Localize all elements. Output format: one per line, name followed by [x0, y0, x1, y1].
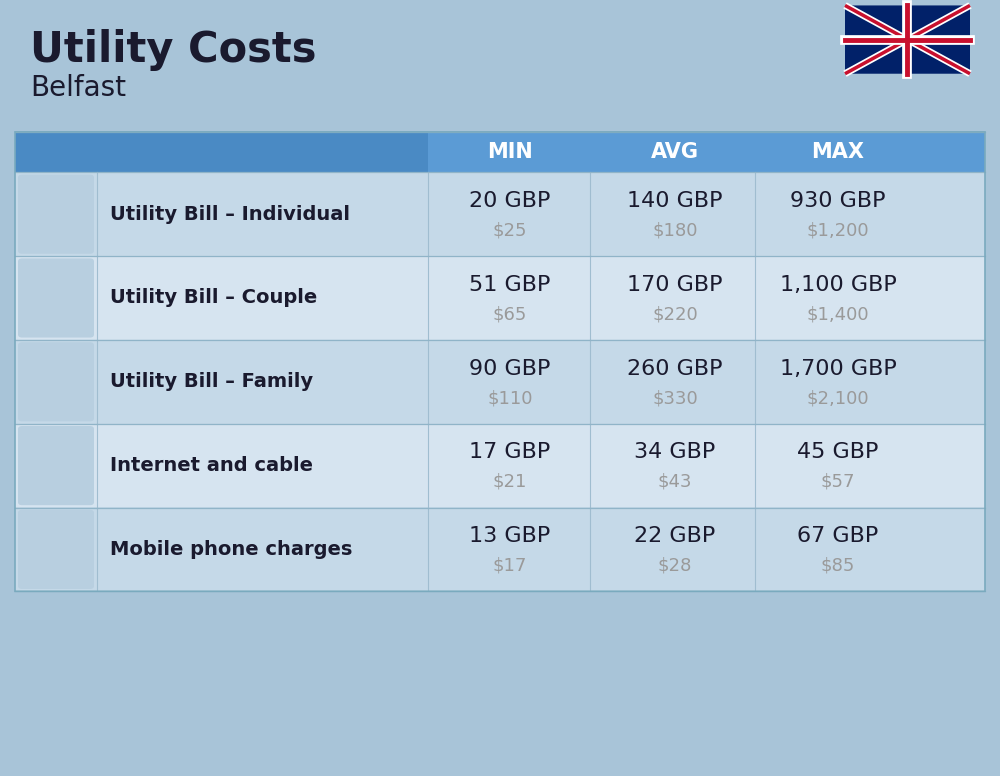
Text: 260 GBP: 260 GBP [627, 359, 723, 379]
FancyBboxPatch shape [18, 258, 94, 338]
Text: Mobile phone charges: Mobile phone charges [110, 540, 352, 559]
FancyBboxPatch shape [18, 510, 94, 589]
Text: 17 GBP: 17 GBP [469, 442, 551, 462]
Text: 90 GBP: 90 GBP [469, 359, 551, 379]
Text: 1,700 GBP: 1,700 GBP [780, 359, 896, 379]
Text: Utility Bill – Couple: Utility Bill – Couple [110, 289, 317, 307]
FancyBboxPatch shape [18, 175, 94, 254]
FancyBboxPatch shape [15, 132, 97, 172]
Text: $110: $110 [487, 389, 533, 407]
FancyBboxPatch shape [18, 342, 94, 421]
Text: 45 GBP: 45 GBP [797, 442, 879, 462]
Text: $85: $85 [821, 556, 855, 575]
Text: $17: $17 [493, 556, 527, 575]
Text: $57: $57 [821, 473, 855, 491]
Text: 20 GBP: 20 GBP [469, 191, 551, 211]
Text: MIN: MIN [487, 142, 533, 162]
Text: $330: $330 [652, 389, 698, 407]
Text: $25: $25 [493, 221, 527, 240]
Text: $180: $180 [652, 221, 698, 240]
Text: 13 GBP: 13 GBP [469, 526, 551, 546]
FancyBboxPatch shape [845, 5, 970, 74]
Text: 22 GBP: 22 GBP [634, 526, 716, 546]
FancyBboxPatch shape [18, 426, 94, 505]
Text: AVG: AVG [651, 142, 699, 162]
FancyBboxPatch shape [97, 132, 428, 172]
Text: 1,100 GBP: 1,100 GBP [780, 275, 896, 295]
Text: Internet and cable: Internet and cable [110, 456, 313, 475]
Text: Utility Bill – Family: Utility Bill – Family [110, 372, 313, 391]
Text: $2,100: $2,100 [807, 389, 869, 407]
Text: 51 GBP: 51 GBP [469, 275, 551, 295]
Text: $1,400: $1,400 [807, 305, 869, 324]
Text: Utility Bill – Individual: Utility Bill – Individual [110, 205, 350, 223]
Text: $21: $21 [493, 473, 527, 491]
Text: $28: $28 [658, 556, 692, 575]
Text: Utility Costs: Utility Costs [30, 29, 316, 71]
Text: 67 GBP: 67 GBP [797, 526, 879, 546]
Text: $43: $43 [658, 473, 692, 491]
FancyBboxPatch shape [15, 424, 985, 508]
FancyBboxPatch shape [15, 340, 985, 424]
FancyBboxPatch shape [15, 172, 985, 256]
Text: $1,200: $1,200 [807, 221, 869, 240]
Text: 34 GBP: 34 GBP [634, 442, 716, 462]
Text: Belfast: Belfast [30, 74, 126, 102]
Text: 930 GBP: 930 GBP [790, 191, 886, 211]
FancyBboxPatch shape [15, 132, 985, 172]
FancyBboxPatch shape [15, 256, 985, 340]
Text: $65: $65 [493, 305, 527, 324]
Text: $220: $220 [652, 305, 698, 324]
Text: MAX: MAX [812, 142, 865, 162]
Text: 140 GBP: 140 GBP [627, 191, 723, 211]
FancyBboxPatch shape [15, 508, 985, 591]
Text: 170 GBP: 170 GBP [627, 275, 723, 295]
